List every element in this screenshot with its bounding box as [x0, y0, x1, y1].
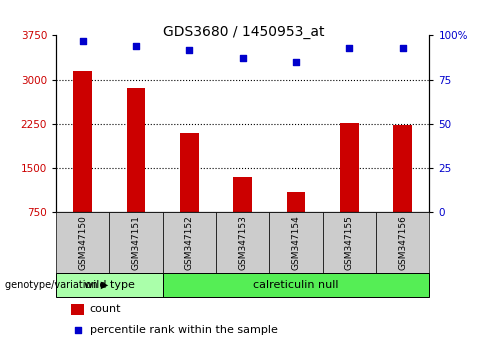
Bar — [393, 125, 412, 257]
Text: GDS3680 / 1450953_at: GDS3680 / 1450953_at — [163, 25, 325, 39]
Text: genotype/variation ▶: genotype/variation ▶ — [5, 280, 108, 290]
Point — [132, 43, 140, 49]
Bar — [74, 71, 92, 257]
Point — [79, 38, 87, 44]
Point — [185, 47, 193, 52]
Bar — [376, 212, 429, 273]
Text: GSM347154: GSM347154 — [292, 215, 301, 270]
Bar — [287, 192, 305, 257]
Text: count: count — [90, 304, 121, 314]
Bar — [109, 212, 163, 273]
Bar — [233, 177, 252, 257]
Text: calreticulin null: calreticulin null — [253, 280, 339, 290]
Bar — [216, 212, 269, 273]
Bar — [71, 304, 84, 315]
Text: GSM347155: GSM347155 — [345, 215, 354, 270]
Text: wild type: wild type — [84, 280, 135, 290]
Bar — [180, 133, 199, 257]
Bar — [163, 212, 216, 273]
Bar — [163, 273, 429, 297]
Bar — [340, 123, 359, 257]
Text: GSM347150: GSM347150 — [78, 215, 87, 270]
Bar — [56, 273, 163, 297]
Point — [74, 327, 81, 332]
Bar — [127, 88, 145, 257]
Bar — [323, 212, 376, 273]
Text: percentile rank within the sample: percentile rank within the sample — [90, 325, 278, 335]
Text: GSM347153: GSM347153 — [238, 215, 247, 270]
Text: GSM347152: GSM347152 — [185, 215, 194, 270]
Bar — [269, 212, 323, 273]
Bar — [56, 212, 109, 273]
Text: GSM347151: GSM347151 — [132, 215, 141, 270]
Point — [346, 45, 353, 51]
Point — [292, 59, 300, 65]
Point — [239, 56, 246, 61]
Text: GSM347156: GSM347156 — [398, 215, 407, 270]
Point — [399, 45, 407, 51]
